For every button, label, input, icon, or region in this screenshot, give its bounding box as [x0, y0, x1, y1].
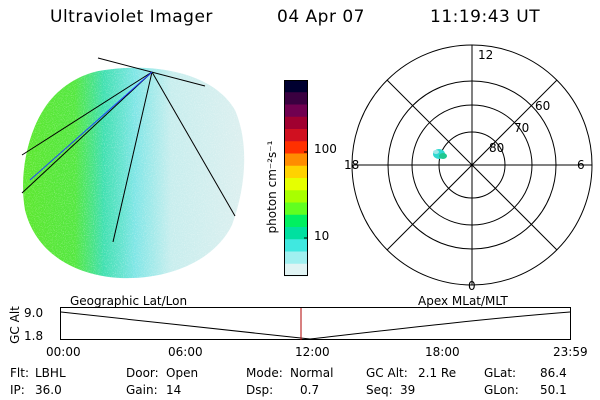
- mode-label: Mode:: [246, 366, 283, 380]
- mlt-label-0: 0: [468, 279, 476, 293]
- mlt-label-12: 12: [478, 48, 493, 62]
- colorbar-frame: [284, 80, 308, 276]
- alt-tick-9: 9.0: [24, 306, 44, 320]
- x-tick-0600: 06:00: [168, 345, 203, 359]
- meridian-diagonal-b: [386, 79, 558, 251]
- colorbar-segment: [284, 129, 308, 142]
- seq-value: 39: [400, 383, 416, 397]
- strip-frame: [60, 307, 571, 340]
- altitude-curve: [60, 311, 571, 340]
- gain-value: 14: [166, 383, 182, 397]
- uv-image: [21, 57, 245, 279]
- x-tick-1200: 12:00: [295, 345, 330, 359]
- colorbar-segment: [284, 116, 308, 130]
- ip-label: IP:: [10, 383, 25, 397]
- colorbar-unit-label: photon cm⁻²s⁻¹: [265, 140, 279, 234]
- colorbar-segment: [284, 227, 308, 240]
- glat-label: GLat:: [484, 366, 517, 380]
- time-label: 11:19:43 UT: [430, 7, 541, 27]
- color-scale-bar: [284, 80, 308, 277]
- auroral-disk: [23, 67, 245, 279]
- door-label: Door:: [126, 366, 159, 380]
- colorbar-segment: [284, 263, 308, 277]
- colorbar-segment: [284, 251, 308, 265]
- gc-alt-axis-title: GC Alt: [7, 306, 22, 344]
- lat-label-60: 60: [535, 99, 550, 113]
- colorbar-segment: [284, 190, 308, 203]
- colorbar-segment: [284, 104, 308, 118]
- ip-value: 36.0: [35, 383, 62, 397]
- x-tick-0000: 00:00: [46, 345, 81, 359]
- mlt-label-6: 6: [577, 158, 585, 172]
- gc-alt-label: GC Alt:: [366, 366, 408, 380]
- mlt-label-18: 18: [344, 158, 359, 172]
- apex-mlat-mlt-label: Apex MLat/MLT: [418, 294, 508, 308]
- date-label: 04 Apr 07: [277, 7, 365, 27]
- x-tick-1800: 18:00: [425, 345, 460, 359]
- colorbar-segment: [284, 141, 308, 154]
- door-value: Open: [166, 366, 199, 380]
- geo-latlon-label: Geographic Lat/Lon: [70, 294, 188, 308]
- colorbar-tick-100: 100: [314, 142, 337, 156]
- altitude-strip-chart: [60, 307, 571, 340]
- flt-label: Flt:: [10, 366, 29, 380]
- colorbar-segment: [284, 202, 308, 216]
- colorbar-segment: [284, 92, 308, 105]
- glat-value: 86.4: [540, 366, 567, 380]
- colorbar-segment: [284, 214, 308, 228]
- auroral-oval-blob: [433, 149, 447, 159]
- flt-value: LBHL: [35, 366, 66, 380]
- field-of-view-lines: [21, 57, 236, 243]
- x-tick-2359: 23:59: [553, 345, 588, 359]
- seq-label: Seq:: [366, 383, 393, 397]
- colorbar-segment: [284, 178, 308, 191]
- alt-tick-1-8: 1.8: [24, 329, 44, 343]
- dsp-label: Dsp:: [246, 383, 274, 397]
- mode-value: Normal: [290, 366, 334, 380]
- colorbar-segment: [284, 153, 308, 167]
- glon-value: 50.1: [540, 383, 567, 397]
- colorbar-segment: [284, 80, 308, 93]
- lat-label-80: 80: [489, 141, 504, 155]
- gain-label: Gain:: [126, 383, 158, 397]
- gc-alt-value: 2.1 Re: [418, 366, 457, 380]
- colorbar-segment: [284, 165, 308, 179]
- glon-label: GLon:: [484, 383, 519, 397]
- colorbar-segment: [284, 239, 308, 252]
- magnetic-meridian-line: [29, 71, 153, 181]
- polar-mlt-plot: 12 18 6 0 60 70 80: [344, 44, 593, 293]
- colorbar-tick-10: 10: [314, 229, 330, 243]
- instrument-title: Ultraviolet Imager: [50, 7, 213, 27]
- lat-label-70: 70: [514, 121, 529, 135]
- dsp-value: 0.7: [300, 383, 320, 397]
